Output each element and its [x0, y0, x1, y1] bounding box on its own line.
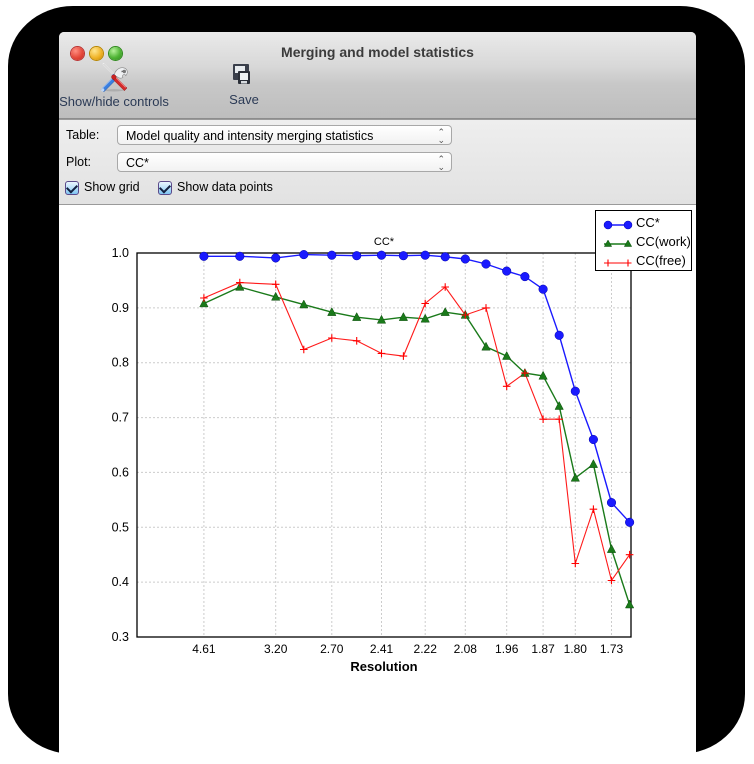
- svg-text:1.87: 1.87: [531, 642, 555, 656]
- svg-text:0.6: 0.6: [112, 465, 129, 479]
- svg-text:0.5: 0.5: [112, 520, 129, 534]
- svg-text:4.61: 4.61: [192, 642, 216, 656]
- svg-text:0.8: 0.8: [112, 356, 129, 370]
- svg-text:0.9: 0.9: [112, 301, 129, 315]
- svg-text:1.0: 1.0: [112, 246, 129, 260]
- svg-text:Resolution: Resolution: [350, 659, 417, 674]
- svg-text:1.80: 1.80: [564, 642, 588, 656]
- svg-text:3.20: 3.20: [264, 642, 288, 656]
- svg-text:2.70: 2.70: [320, 642, 344, 656]
- svg-text:2.08: 2.08: [454, 642, 478, 656]
- svg-text:2.22: 2.22: [414, 642, 438, 656]
- svg-text:2.41: 2.41: [370, 642, 394, 656]
- svg-text:1.73: 1.73: [600, 642, 624, 656]
- svg-text:0.4: 0.4: [112, 575, 129, 589]
- svg-text:0.7: 0.7: [112, 411, 129, 425]
- svg-text:0.3: 0.3: [112, 630, 129, 644]
- svg-text:1.96: 1.96: [495, 642, 519, 656]
- svg-text:CC*: CC*: [374, 236, 395, 248]
